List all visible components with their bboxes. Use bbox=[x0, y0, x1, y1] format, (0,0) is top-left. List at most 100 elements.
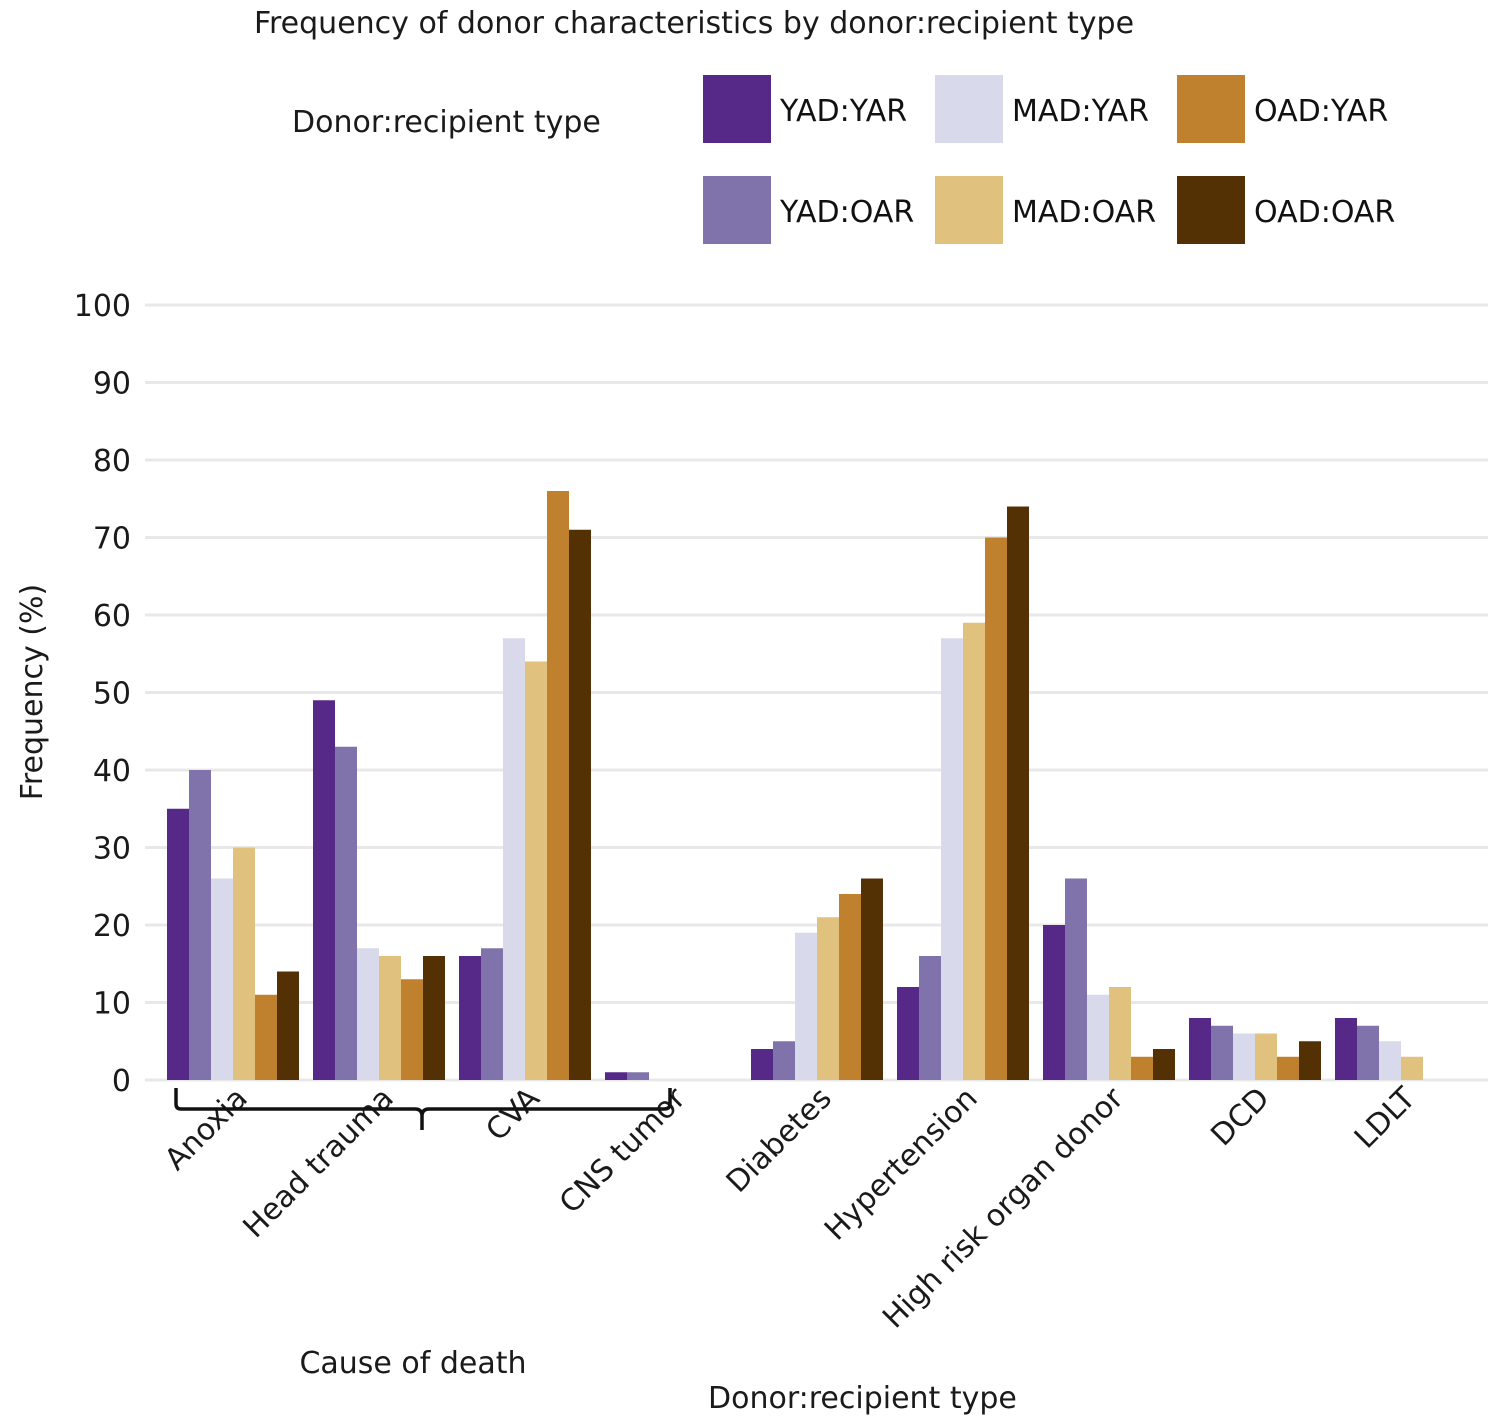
bar-oad-yar bbox=[1277, 1056, 1299, 1080]
bar-oad-oar bbox=[277, 971, 299, 1080]
legend-item-yad-yar: YAD:YAR bbox=[703, 75, 907, 143]
bar-mad-yar bbox=[211, 878, 233, 1080]
bars bbox=[167, 491, 1423, 1080]
bar-yad-yar bbox=[897, 987, 919, 1080]
bar-mad-yar bbox=[1087, 994, 1109, 1080]
legend-label: OAD:YAR bbox=[1254, 94, 1388, 129]
x-tick-label: Head trauma bbox=[237, 1081, 401, 1245]
bar-yad-oar bbox=[1357, 1025, 1379, 1080]
legend-label: YAD:OAR bbox=[779, 195, 914, 230]
bar-group-diabetes bbox=[751, 878, 883, 1080]
x-axis-label: Donor:recipient type bbox=[708, 1381, 1017, 1416]
y-axis-label: Frequency (%) bbox=[15, 584, 50, 800]
bar-group-hypertension bbox=[897, 506, 1029, 1080]
y-tick-label: 30 bbox=[93, 832, 131, 867]
legend: YAD:YAR MAD:YAR OAD:YAR YAD:OAR MAD:OAR OAD:O… bbox=[703, 75, 1395, 244]
bar-mad-oar bbox=[817, 917, 839, 1080]
y-tick-label: 90 bbox=[93, 367, 131, 402]
bar-mad-oar bbox=[379, 956, 401, 1080]
bar-yad-oar bbox=[1065, 878, 1087, 1080]
bar-mad-oar bbox=[1401, 1056, 1423, 1080]
y-tick-label: 0 bbox=[112, 1064, 131, 1099]
bar-group-anoxia bbox=[167, 770, 299, 1080]
x-tick-label: CNS tumor bbox=[553, 1080, 693, 1220]
y-tick-label: 10 bbox=[93, 987, 131, 1022]
y-tick-label: 100 bbox=[74, 289, 131, 324]
y-tick-label: 70 bbox=[93, 522, 131, 557]
bar-yad-yar bbox=[459, 956, 481, 1080]
bar-yad-oar bbox=[627, 1072, 649, 1080]
bar-yad-oar bbox=[335, 746, 357, 1080]
bar-group-cva bbox=[459, 491, 591, 1080]
bar-yad-oar bbox=[919, 956, 941, 1080]
bar-yad-oar bbox=[481, 948, 503, 1080]
bar-oad-yar bbox=[547, 491, 569, 1080]
bar-yad-yar bbox=[167, 808, 189, 1080]
y-tick-label: 80 bbox=[93, 444, 131, 479]
bar-mad-yar bbox=[1233, 1033, 1255, 1080]
bar-mad-yar bbox=[1379, 1041, 1401, 1080]
legend-swatch bbox=[935, 75, 1003, 143]
x-tick-label: LDLT bbox=[1348, 1080, 1423, 1155]
bar-oad-oar bbox=[1007, 506, 1029, 1080]
legend-label: YAD:YAR bbox=[779, 94, 907, 129]
x-tick-label: High risk organ donor bbox=[876, 1080, 1131, 1335]
bar-mad-oar bbox=[963, 622, 985, 1080]
legend-swatch bbox=[1177, 75, 1245, 143]
bar-oad-yar bbox=[255, 994, 277, 1080]
y-tick-label: 20 bbox=[93, 909, 131, 944]
legend-item-yad-oar: YAD:OAR bbox=[703, 176, 914, 244]
bar-yad-yar bbox=[1189, 1018, 1211, 1080]
y-tick-label: 40 bbox=[93, 754, 131, 789]
legend-item-oad-oar: OAD:OAR bbox=[1177, 176, 1395, 244]
bar-mad-oar bbox=[1255, 1033, 1277, 1080]
bar-group-cns-tumor bbox=[605, 1072, 649, 1080]
y-tick-label: 60 bbox=[93, 599, 131, 634]
x-tick-label: Diabetes bbox=[720, 1081, 839, 1200]
legend-swatch bbox=[703, 176, 771, 244]
bar-yad-yar bbox=[605, 1072, 627, 1080]
bar-yad-oar bbox=[773, 1041, 795, 1080]
group-annotation-label: Cause of death bbox=[299, 1346, 526, 1381]
bar-yad-yar bbox=[1043, 925, 1065, 1080]
y-tick-label: 50 bbox=[93, 677, 131, 712]
bar-group-ldlt bbox=[1335, 1018, 1423, 1080]
bar-oad-oar bbox=[861, 878, 883, 1080]
x-tick-label: DCD bbox=[1204, 1081, 1276, 1153]
legend-swatch bbox=[935, 176, 1003, 244]
bar-mad-oar bbox=[1109, 987, 1131, 1080]
bar-oad-oar bbox=[1299, 1041, 1321, 1080]
legend-label: MAD:OAR bbox=[1012, 195, 1156, 230]
legend-label: MAD:YAR bbox=[1012, 94, 1149, 129]
bar-yad-yar bbox=[1335, 1018, 1357, 1080]
y-axis-ticks: 0 10 20 30 40 50 60 70 80 90 100 bbox=[74, 289, 131, 1099]
bar-mad-yar bbox=[941, 638, 963, 1080]
legend-item-mad-yar: MAD:YAR bbox=[935, 75, 1149, 143]
bar-oad-yar bbox=[985, 537, 1007, 1080]
bar-oad-oar bbox=[569, 529, 591, 1080]
legend-item-oad-yar: OAD:YAR bbox=[1177, 75, 1388, 143]
x-tick-label: Hypertension bbox=[818, 1081, 985, 1248]
bar-yad-oar bbox=[1211, 1025, 1233, 1080]
bar-group-high-risk-organ-donor bbox=[1043, 878, 1175, 1080]
bar-yad-oar bbox=[189, 770, 211, 1080]
bar-oad-yar bbox=[839, 894, 861, 1080]
chart-title: Frequency of donor characteristics by do… bbox=[254, 6, 1134, 41]
bar-mad-oar bbox=[233, 847, 255, 1080]
bar-oad-yar bbox=[1131, 1056, 1153, 1080]
legend-title: Donor:recipient type bbox=[292, 105, 601, 140]
legend-label: OAD:OAR bbox=[1254, 195, 1395, 230]
x-tick-label: CVA bbox=[479, 1081, 547, 1149]
bar-oad-oar bbox=[423, 956, 445, 1080]
legend-swatch bbox=[703, 75, 771, 143]
legend-swatch bbox=[1177, 176, 1245, 244]
bar-oad-oar bbox=[1153, 1049, 1175, 1080]
bar-mad-yar bbox=[795, 932, 817, 1080]
bar-oad-yar bbox=[401, 979, 423, 1080]
bar-yad-yar bbox=[751, 1049, 773, 1080]
legend-item-mad-oar: MAD:OAR bbox=[935, 176, 1156, 244]
bar-mad-yar bbox=[357, 948, 379, 1080]
bar-mad-oar bbox=[525, 661, 547, 1080]
